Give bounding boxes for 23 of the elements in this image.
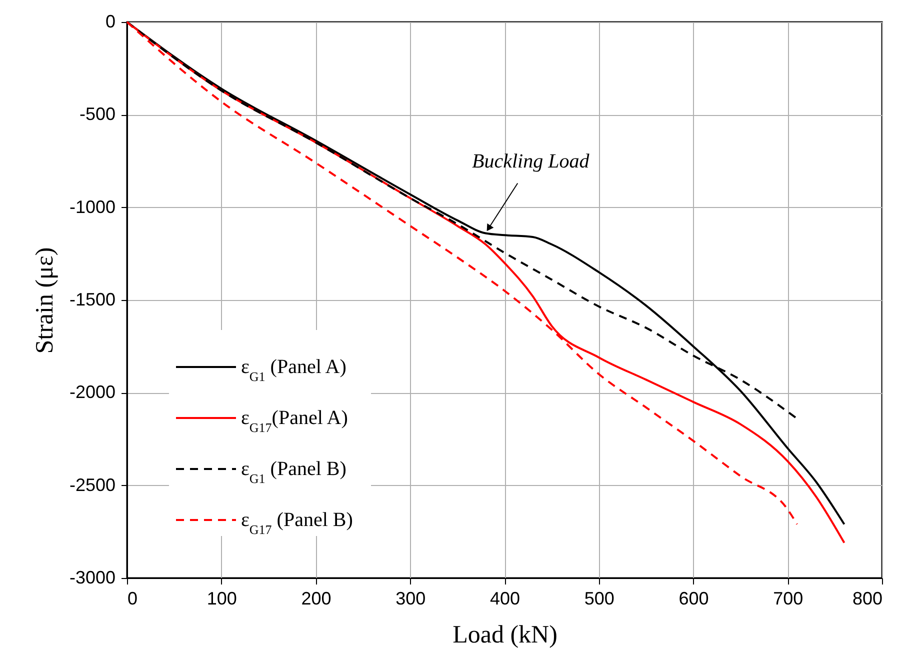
y-tick-label: -1500: [69, 290, 116, 310]
y-tick-label: -2500: [69, 474, 116, 495]
x-tick-label: 500: [584, 588, 614, 608]
y-tick-label: -3000: [69, 568, 116, 588]
y-tick-label: 0: [105, 12, 116, 32]
x-tick-label: 200: [301, 588, 332, 608]
y-tick-label: -500: [79, 104, 116, 124]
x-tick-label: 800: [852, 588, 882, 608]
legend-label: ε$_{G17}$(Panel A): [241, 407, 348, 434]
legend-label: ε$_{G1}$ (Panel A): [241, 356, 346, 384]
y-tick-label: -2000: [69, 382, 116, 402]
x-tick-label: 400: [490, 588, 520, 608]
x-tick-label: 600: [678, 588, 709, 608]
x-axis-title: Load (kN): [452, 622, 558, 648]
x-tick-label: 100: [206, 588, 237, 608]
annotation: Buckling Load: [472, 150, 590, 172]
x-tick-label: 300: [396, 588, 426, 608]
legend-label: ε$_{G17}$ (Panel B): [241, 509, 353, 536]
y-tick-label: -1000: [69, 196, 116, 217]
x-tick-label: 700: [773, 588, 804, 608]
x-tick-label: 0: [128, 588, 138, 608]
y-axis-title: Strain (με): [31, 247, 58, 354]
legend-label: ε$_{G1}$ (Panel B): [241, 458, 346, 486]
